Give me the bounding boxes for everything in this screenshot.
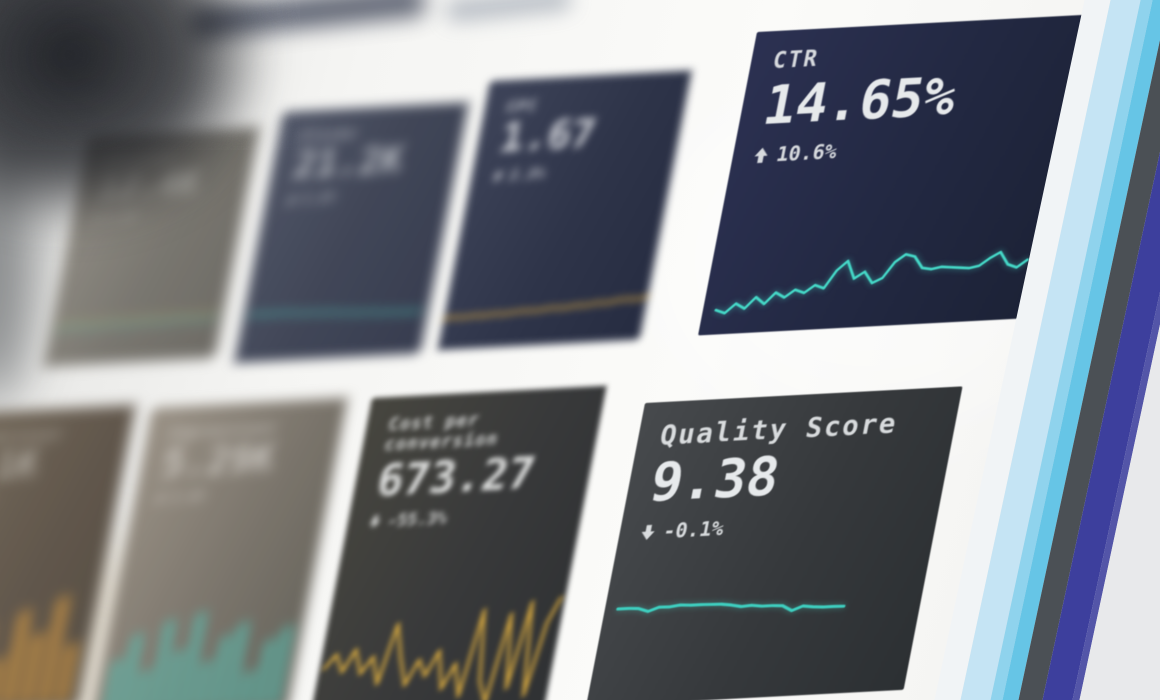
kpi-tile-ctr: CTR 14.65% 10.6%	[698, 14, 1089, 336]
sparkline-chart	[311, 577, 565, 700]
kpi-delta-text: 1.2%	[300, 189, 337, 208]
kpi-tile-impressions: Impressions 5.29K 2.4%	[91, 397, 348, 700]
sparkline-chart	[609, 566, 915, 654]
kpi-value: 21.2K	[290, 139, 407, 188]
kpi-delta: 2.4%	[155, 483, 310, 507]
bar-chart	[0, 596, 79, 700]
trend-up-arrow-icon	[287, 195, 298, 206]
kpi-value: 5.29K	[158, 436, 279, 487]
trend-down-arrow-icon	[640, 524, 656, 540]
kpi-tile-clicks: Clicks 21.2K 1.2%	[234, 102, 469, 363]
kpi-delta: 2.3%	[492, 159, 653, 184]
kpi-tile-conversions: Conversions 3.1K 8.4%	[0, 404, 136, 700]
bar-chart	[103, 612, 293, 700]
kpi-delta-text: 2.4%	[169, 488, 207, 507]
trend-up-arrow-icon	[492, 170, 504, 182]
kpi-delta: 3.4%	[92, 204, 223, 226]
kpi-delta-text: 10.6%	[774, 139, 840, 167]
trend-down-arrow-icon	[368, 515, 381, 528]
kpi-tile-quality-score: Quality Score 9.38 -0.1%	[586, 386, 963, 700]
kpi-delta-text: -0.1%	[661, 516, 726, 544]
kpi-delta: 1.2%	[286, 185, 431, 209]
kpi-tile-cost-per-conversion: Cost per conversion 673.27 -55.3%	[309, 385, 607, 700]
trend-up-arrow-icon	[93, 214, 103, 224]
kpi-delta-text: 2.3%	[507, 164, 547, 184]
kpi-delta: -55.3%	[368, 502, 562, 531]
kpi-value: 1.67	[495, 111, 600, 163]
trend-up-arrow-icon	[753, 147, 769, 163]
kpi-tile-cpc: CPC 1.67 2.3%	[437, 70, 692, 351]
kpi-delta: 8.4%	[0, 487, 98, 511]
kpi-delta-text: -55.3%	[385, 508, 449, 531]
kpi-value: 9.38	[645, 445, 785, 515]
kpi-tile-sessions: Sessions 12.4K 3.4%	[43, 126, 260, 367]
sparkline-chart	[440, 251, 656, 337]
sparkline-chart	[714, 207, 1038, 320]
sparkline-chart	[54, 270, 225, 347]
kpi-value: 3.1K	[0, 444, 42, 491]
sparkline-chart	[247, 263, 431, 337]
kpi-value: 673.27	[372, 447, 540, 507]
kpi-delta-text: 3.4%	[105, 208, 139, 226]
trend-down-arrow-icon	[155, 493, 166, 504]
kpi-value: 12.4K	[95, 162, 203, 207]
